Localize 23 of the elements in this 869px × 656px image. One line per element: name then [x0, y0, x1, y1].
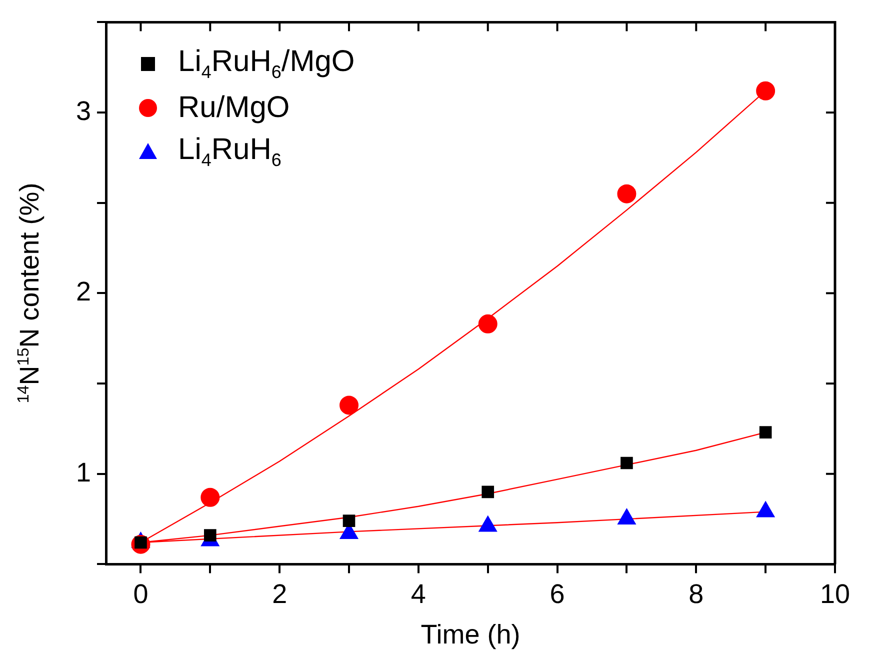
x-tick-label: 0	[133, 578, 148, 609]
y-tick-label: 1	[76, 457, 92, 488]
point	[478, 314, 498, 334]
y-tick-label: 2	[76, 276, 92, 307]
legend-label: Li$_{4}$RuH$_{6}$	[178, 133, 282, 172]
point	[200, 488, 220, 507]
point	[342, 514, 356, 527]
x-tick-label: 10	[820, 578, 850, 609]
point	[756, 81, 776, 100]
legend-label: Ru/MgO	[178, 91, 290, 126]
y-tick-label: 3	[76, 96, 92, 126]
x-axis-title: Time (h)	[420, 619, 520, 650]
point	[759, 426, 772, 438]
point	[482, 486, 494, 498]
x-tick-label: 4	[410, 578, 426, 609]
point	[204, 529, 216, 542]
point	[620, 456, 633, 470]
point	[617, 184, 636, 204]
x-tick-label: 6	[550, 578, 565, 609]
point	[340, 396, 359, 415]
legend-label: Li$_{4}$RuH$_{6}$/MgO	[178, 45, 355, 84]
x-tick-label: 8	[688, 578, 704, 609]
x-tick-label: 2	[272, 578, 288, 609]
